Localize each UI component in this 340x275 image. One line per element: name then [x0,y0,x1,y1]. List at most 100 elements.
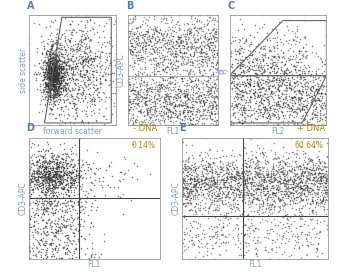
Point [218,170,224,174]
Point [324,141,329,145]
Point [38,238,43,243]
Point [257,168,263,172]
Point [52,58,58,62]
Point [47,60,53,64]
Point [108,63,114,68]
Point [79,234,84,239]
Point [65,86,70,90]
Point [302,123,307,127]
Point [276,106,282,111]
Point [72,178,78,182]
Point [53,69,58,73]
Point [50,165,56,169]
Point [236,179,242,184]
Point [268,195,273,199]
Point [73,101,79,106]
Point [214,180,220,185]
Point [86,162,92,166]
Point [200,192,206,196]
Point [47,175,52,180]
Point [53,88,58,92]
Point [34,179,39,183]
Point [322,195,328,199]
Point [37,83,42,88]
Point [97,59,102,64]
Point [210,72,216,76]
Point [172,54,177,59]
Point [52,60,57,65]
Point [195,185,201,189]
Point [201,73,206,78]
Point [238,189,244,194]
Point [302,188,307,192]
Point [185,104,190,108]
Point [320,106,325,111]
Point [55,70,61,75]
Point [53,42,58,46]
Point [189,13,195,17]
Point [250,84,256,89]
Point [136,120,141,124]
Point [313,180,319,184]
Point [49,160,54,165]
Point [253,62,259,67]
Point [37,184,42,188]
Point [241,105,247,109]
Point [199,172,204,177]
Point [204,172,209,177]
Point [64,166,70,170]
Point [51,98,57,103]
Point [83,108,89,113]
Point [286,176,291,181]
Point [255,107,261,111]
Point [206,80,211,84]
Point [85,34,91,39]
Point [274,76,280,80]
Point [35,175,41,179]
Point [302,190,307,195]
Point [287,97,292,101]
Point [308,167,314,172]
Point [93,78,99,82]
Point [121,154,126,159]
Point [297,210,303,215]
Point [180,92,185,96]
Point [49,201,54,205]
Point [306,69,311,73]
Point [65,53,70,57]
Point [53,99,58,103]
Point [57,86,63,90]
Point [49,59,55,63]
Point [54,157,59,161]
Point [156,93,161,97]
Point [68,170,73,174]
Point [203,175,209,180]
Point [269,227,274,232]
Point [270,165,276,169]
Point [51,85,56,89]
Point [210,112,215,116]
Point [49,76,54,80]
Point [262,67,267,72]
Point [182,92,188,96]
Point [207,189,213,194]
Point [65,85,70,89]
Point [34,170,39,174]
Point [222,194,227,199]
Point [50,61,55,66]
Point [128,51,133,56]
Point [299,174,304,178]
Point [172,108,178,112]
Point [234,223,239,227]
Point [134,26,139,30]
Point [265,119,270,123]
Point [270,96,275,101]
Point [39,65,45,69]
Point [42,174,48,178]
Point [204,123,209,127]
Point [74,166,80,170]
Point [75,215,81,220]
Point [317,178,322,182]
Point [44,170,50,175]
Point [54,177,60,182]
